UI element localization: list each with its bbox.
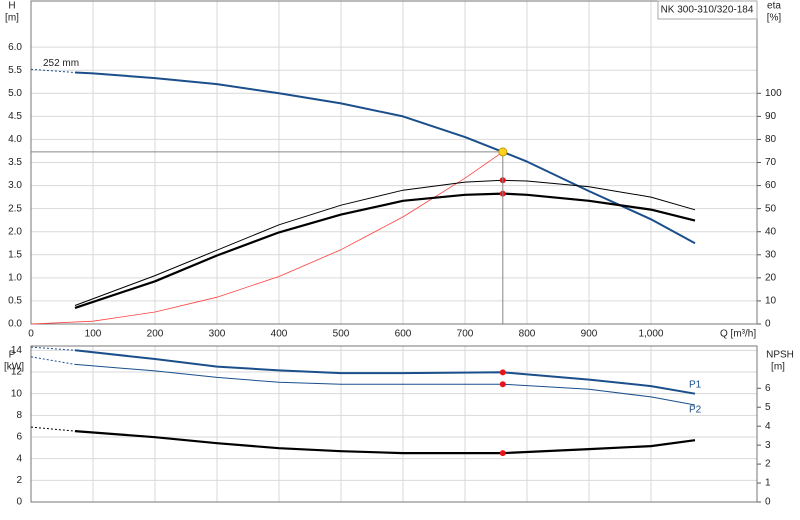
y2-axis-unit: [%] [767, 13, 782, 24]
y-tick-label: 0 [16, 497, 22, 508]
y-tick-label: 4.0 [8, 134, 22, 145]
y-tick-label: 2 [16, 475, 22, 486]
y-tick-label: 4.5 [8, 111, 22, 122]
y2-tick-label: 80 [765, 134, 777, 145]
operating-point [499, 381, 506, 388]
y-tick-label: 2.0 [8, 226, 22, 237]
y-tick-label: 6.0 [8, 42, 22, 53]
operating-point [499, 369, 506, 376]
y2-tick-label: 5 [765, 402, 771, 413]
curve [74, 71, 696, 245]
y2-tick-label: 4 [765, 421, 771, 432]
curve [30, 346, 76, 351]
x-tick-label: 0 [28, 329, 34, 340]
y2-tick-label: 6 [765, 383, 771, 394]
x-tick-label: 200 [147, 329, 164, 340]
y-tick-label: 0.5 [8, 296, 22, 307]
title-box [657, 0, 758, 20]
y-axis-label: H [8, 1, 15, 12]
y-tick-label: 1.0 [8, 272, 22, 283]
curve [74, 349, 696, 395]
y-tick-label: 2.5 [8, 203, 22, 214]
x-tick-label: 1,000 [638, 329, 663, 340]
y2-tick-label: 10 [765, 296, 777, 307]
y2-tick-label: 0 [765, 497, 771, 508]
y-axis-unit: [m] [5, 13, 19, 24]
y-tick-label: 6 [16, 432, 22, 443]
y2-axis-unit: [m] [771, 362, 785, 373]
curve [30, 68, 76, 73]
x-tick-label: 700 [457, 329, 474, 340]
y-tick-label: 0.0 [8, 319, 22, 330]
y-tick-label: 1.5 [8, 249, 22, 260]
curve [30, 426, 76, 432]
x-tick-label: 600 [395, 329, 412, 340]
y2-tick-label: 60 [765, 180, 777, 191]
y-tick-label: 3.5 [8, 157, 22, 168]
y2-tick-label: 3 [765, 440, 771, 451]
y2-tick-label: 2 [765, 459, 771, 470]
y2-tick-label: 0 [765, 319, 771, 330]
y-tick-label: 10 [11, 388, 23, 399]
x-tick-label: 500 [333, 329, 350, 340]
y-axis-label: P [9, 350, 16, 361]
curve-label: 252 mm [43, 58, 79, 69]
x-tick-label: 300 [209, 329, 226, 340]
x-axis-label: Q [m³/h] [720, 329, 756, 340]
curve-label: P1 [689, 379, 702, 390]
operating-point [499, 450, 506, 457]
curve [30, 151, 504, 325]
curve [74, 430, 696, 455]
y-axis-unit: [kW] [4, 362, 24, 373]
y2-tick-label: 40 [765, 226, 777, 237]
y2-tick-label: 30 [765, 249, 777, 260]
y2-tick-label: 1 [765, 478, 771, 489]
y2-tick-label: 90 [765, 111, 777, 122]
y-tick-label: 5.0 [8, 88, 22, 99]
y2-axis-label: eta [767, 1, 781, 12]
curve [74, 179, 696, 306]
y-tick-label: 4 [16, 453, 22, 464]
y2-axis-label: NPSH [766, 350, 794, 361]
curve [74, 363, 696, 406]
y2-tick-label: 50 [765, 203, 777, 214]
y-tick-label: 14 [11, 345, 23, 356]
y2-tick-label: 70 [765, 157, 777, 168]
x-tick-label: 100 [85, 329, 102, 340]
curve-label: P2 [689, 405, 702, 416]
plot-frame [30, 345, 758, 503]
operating-point [498, 147, 508, 157]
y2-tick-label: 20 [765, 272, 777, 283]
curve [74, 192, 696, 309]
chart-title: NK 300-310/320-184 [661, 5, 754, 16]
y-tick-label: 8 [16, 410, 22, 421]
y2-tick-label: 100 [765, 88, 782, 99]
plot-frame [30, 0, 758, 325]
y-tick-label: 3.0 [8, 180, 22, 191]
x-tick-label: 400 [271, 329, 288, 340]
y-tick-label: 12 [11, 367, 23, 378]
x-tick-label: 900 [581, 329, 598, 340]
x-tick-label: 800 [519, 329, 536, 340]
y-tick-label: 5.5 [8, 65, 22, 76]
curve [30, 356, 76, 365]
